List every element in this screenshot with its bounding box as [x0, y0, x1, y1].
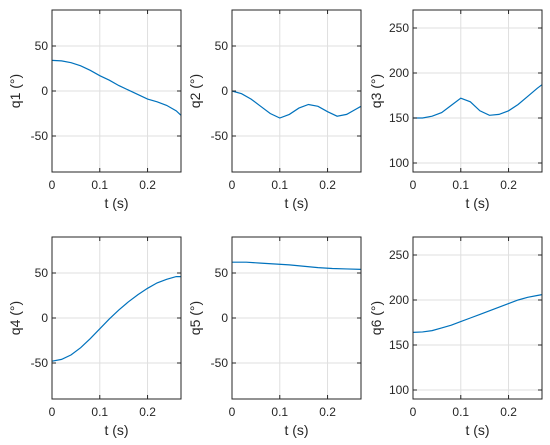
y-tick-label: 150	[389, 111, 409, 125]
x-tick-label: 0.1	[91, 405, 108, 419]
series-line-q3	[413, 84, 543, 119]
y-axis-label: q3 (°)	[368, 74, 384, 108]
axes-frame	[412, 9, 543, 173]
subplot-4: 0 0.1 0.2 -50 0 50 t (s) q4 (°)	[7, 236, 182, 438]
y-axis-label: q5 (°)	[187, 301, 203, 335]
x-axis-label: t (s)	[284, 195, 308, 211]
x-tick-label: 0.2	[500, 405, 517, 419]
y-tick-label: -50	[211, 129, 229, 143]
x-tick-label: 0	[229, 178, 236, 192]
axes-frame	[412, 236, 543, 400]
subplot-3: 0 0.1 0.2 100 150 200 250 t (s) q3 (°)	[368, 9, 543, 211]
y-tick-label: 250	[389, 248, 409, 262]
y-tick-label: 50	[215, 266, 229, 280]
y-tick-label: 250	[389, 21, 409, 35]
x-tick-label: 0.2	[500, 178, 517, 192]
y-axis-label: q2 (°)	[187, 74, 203, 108]
subplot-6: 0 0.1 0.2 100 150 200 250 t (s) q6 (°)	[368, 236, 543, 438]
x-tick-label: 0.1	[452, 405, 469, 419]
series-line-q2	[231, 90, 362, 119]
subplot-1: 0 0.1 0.2 -50 0 50 t (s) q1 (°)	[7, 9, 182, 211]
x-tick-label: 0.2	[139, 405, 156, 419]
series-line-q4	[51, 276, 181, 362]
y-tick-label: 0	[41, 84, 48, 98]
y-axis-label: q1 (°)	[7, 74, 23, 108]
x-tick-label: 0.2	[319, 405, 336, 419]
series-line-q6	[412, 294, 543, 333]
y-tick-label: 200	[389, 66, 409, 80]
y-tick-label: -50	[31, 129, 49, 143]
y-tick-label: -50	[211, 356, 229, 370]
y-tick-label: 0	[221, 84, 228, 98]
y-tick-label: 50	[35, 39, 49, 53]
x-tick-label: 0	[49, 178, 56, 192]
x-tick-label: 0.1	[271, 405, 288, 419]
x-axis-label: t (s)	[284, 422, 308, 438]
y-tick-label: 50	[215, 39, 229, 53]
x-axis-label: t (s)	[104, 422, 128, 438]
subplot-2: 0 0.1 0.2 -50 0 50 t (s) q2 (°)	[187, 9, 362, 211]
series-line-q1	[51, 59, 182, 116]
x-tick-label: 0	[229, 405, 236, 419]
y-tick-label: 50	[35, 266, 49, 280]
y-axis-label: q4 (°)	[7, 301, 23, 335]
plot-area	[413, 10, 542, 172]
x-tick-label: 0.1	[271, 178, 288, 192]
subplot-5: 0 0.1 0.2 -50 0 50 t (s) q5 (°)	[187, 236, 362, 438]
y-tick-label: 100	[389, 383, 409, 397]
y-tick-label: 100	[389, 156, 409, 170]
x-tick-label: 0.1	[452, 178, 469, 192]
x-tick-label: 0	[410, 405, 417, 419]
x-tick-label: 0.2	[139, 178, 156, 192]
y-tick-label: 0	[221, 311, 228, 325]
x-axis-label: t (s)	[104, 195, 128, 211]
x-tick-label: 0.1	[91, 178, 108, 192]
y-tick-label: 150	[389, 338, 409, 352]
y-tick-label: 0	[41, 311, 48, 325]
series-line-q5	[232, 261, 362, 270]
y-tick-label: 200	[389, 293, 409, 307]
plot-area	[413, 237, 542, 399]
y-axis-label: q6 (°)	[368, 301, 384, 335]
x-axis-label: t (s)	[465, 195, 489, 211]
y-tick-label: -50	[31, 356, 49, 370]
x-axis-label: t (s)	[465, 422, 489, 438]
x-tick-label: 0.2	[319, 178, 336, 192]
x-tick-label: 0	[49, 405, 56, 419]
x-tick-label: 0	[410, 178, 417, 192]
